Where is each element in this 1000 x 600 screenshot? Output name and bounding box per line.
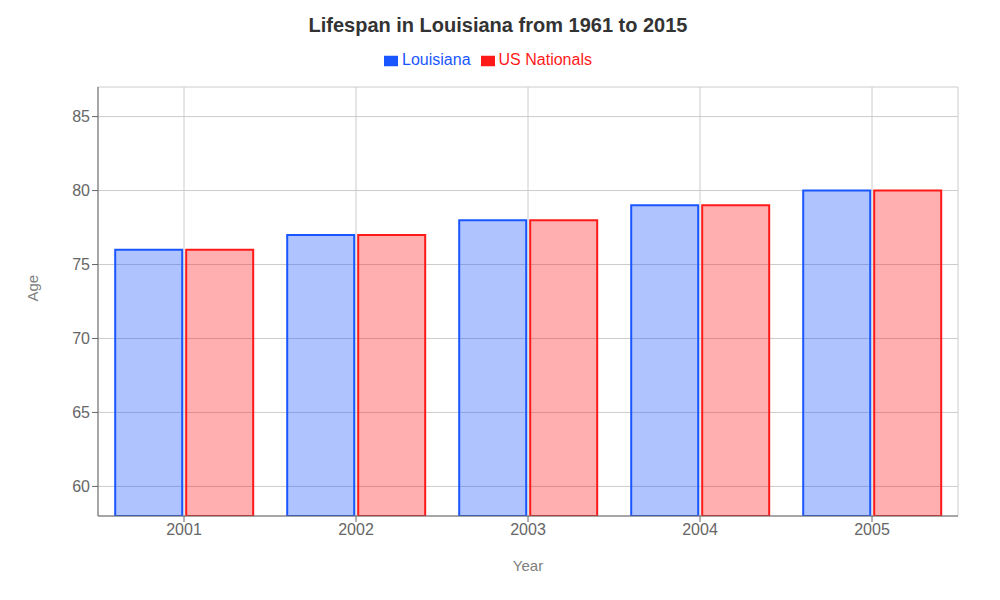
svg-text:60: 60	[72, 478, 90, 495]
svg-text:75: 75	[72, 256, 90, 273]
svg-text:85: 85	[72, 108, 90, 125]
svg-text:2003: 2003	[510, 521, 546, 538]
svg-text:65: 65	[72, 404, 90, 421]
html-text:US Nationals: US Nationals	[498, 51, 592, 68]
svg-text:2001: 2001	[166, 521, 202, 538]
svg-text:70: 70	[72, 330, 90, 347]
svg-text:2002: 2002	[338, 521, 374, 538]
svg-text:Age: Age	[24, 275, 41, 302]
html-text:Louisiana: Louisiana	[402, 51, 471, 68]
svg-text:Year: Year	[513, 557, 543, 574]
html-text:Lifespan in Louisiana from 196: Lifespan in Louisiana from 1961 to 2015	[308, 14, 688, 36]
svg-text:80: 80	[72, 182, 90, 199]
svg-text:2005: 2005	[854, 521, 890, 538]
svg-text:2004: 2004	[682, 521, 718, 538]
